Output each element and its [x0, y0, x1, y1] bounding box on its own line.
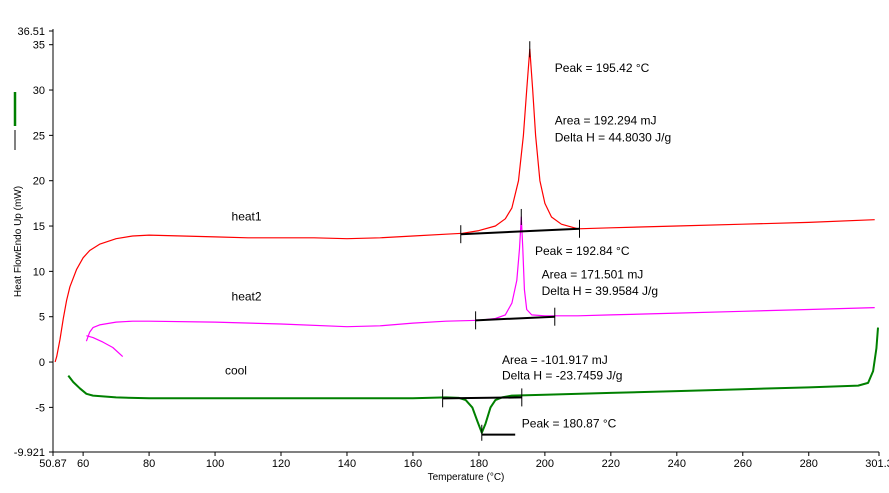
annotation-label: Delta H = 44.8030 J/g	[555, 131, 671, 145]
annotation-label: Delta H = -23.7459 J/g	[502, 368, 622, 382]
x-tick-label: 220	[602, 458, 620, 470]
y-tick-label: 15	[33, 221, 45, 233]
series-line-heat1	[54, 48, 875, 363]
curve-label: heat2	[232, 289, 262, 303]
annotation-label: Peak = 180.87 °C	[522, 416, 617, 430]
annotation-label: Peak = 192.84 °C	[535, 244, 630, 258]
y-tick-label: 35	[33, 40, 45, 52]
y-tick-label: 0	[39, 357, 45, 369]
x-tick-label: 240	[668, 458, 686, 470]
x-tick-label: 50.87	[39, 458, 67, 470]
integration-baseline	[460, 227, 580, 236]
series-line-cool	[67, 327, 879, 434]
y-tick-label: -9.921	[14, 447, 45, 459]
y-tick-label: 30	[33, 85, 45, 97]
curve-label: cool	[225, 364, 247, 378]
curve-label: heat1	[232, 210, 262, 224]
annotation-label: Peak = 195.42 °C	[555, 61, 650, 75]
x-tick-label: 280	[800, 458, 818, 470]
annotation-label: Area = 192.294 mJ	[555, 113, 657, 127]
x-tick-label: 120	[272, 458, 290, 470]
x-tick-label: 160	[404, 458, 422, 470]
integration-baseline	[475, 315, 555, 322]
y-tick-label: 25	[33, 130, 45, 142]
x-tick-label: 140	[338, 458, 356, 470]
annotation-label: Delta H = 39.9584 J/g	[542, 284, 658, 298]
x-tick-label: 80	[143, 458, 155, 470]
y-tick-label: 10	[33, 266, 45, 278]
x-axis-title: Temperature (°C)	[428, 472, 505, 483]
integration-baseline	[442, 396, 522, 400]
y-tick-label: 36.51	[17, 26, 45, 38]
series-line-heat2-start	[86, 335, 124, 358]
x-tick-label: 301.3	[865, 458, 889, 470]
series-line-heat2	[85, 216, 875, 342]
annotation-label: Area = -101.917 mJ	[502, 353, 608, 367]
annotation-label: Area = 171.501 mJ	[542, 268, 644, 282]
y-tick-label: 20	[33, 176, 45, 188]
x-tick-label: 100	[206, 458, 224, 470]
y-tick-label: 5	[39, 312, 45, 324]
x-tick-label: 180	[470, 458, 488, 470]
x-tick-label: 200	[536, 458, 554, 470]
y-tick-label: -5	[35, 402, 45, 414]
x-tick-label: 60	[77, 458, 89, 470]
x-tick-label: 260	[734, 458, 752, 470]
y-axis-title: Heat FlowEndo Up (mW)	[13, 186, 24, 297]
